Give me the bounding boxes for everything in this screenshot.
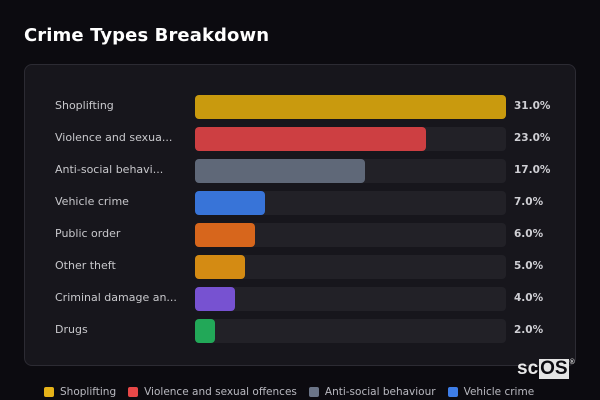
page-title: Crime Types Breakdown [24, 25, 270, 46]
scos-watermark-logo: sc OS ® [517, 359, 575, 379]
legend-item[interactable]: Violence and sexual offences [128, 386, 297, 398]
bar-track [195, 191, 506, 215]
bar-track [195, 95, 506, 119]
bar-label: Vehicle crime [55, 195, 129, 208]
bar-track [195, 159, 506, 183]
legend-label: Violence and sexual offences [144, 386, 297, 398]
registered-mark-icon: ® [569, 359, 575, 366]
bar-value: 4.0% [514, 292, 544, 304]
bar-track [195, 223, 506, 247]
legend-swatch-icon [308, 387, 319, 397]
legend-swatch-icon [128, 387, 139, 397]
legend-swatch-icon [447, 387, 458, 397]
bar-track [195, 287, 506, 311]
bar-value: 7.0% [514, 196, 544, 208]
legend-label: Anti-social behaviour [324, 386, 436, 398]
bar-row: Criminal damage an... 4.0% [25, 287, 575, 311]
chart-panel: Shoplifting 31.0% Violence and sexua... … [24, 64, 576, 366]
legend-item[interactable]: Shoplifting [44, 386, 116, 398]
bar-value: 23.0% [514, 132, 551, 144]
bar-track [195, 319, 506, 343]
logo-boxed: OS [539, 358, 569, 379]
bar-row: Drugs 2.0% [25, 319, 575, 343]
legend-item[interactable]: Vehicle crime [447, 386, 535, 398]
legend-label: Vehicle crime [463, 386, 535, 398]
bar-fill [195, 159, 366, 183]
bar-value: 31.0% [514, 100, 551, 112]
bar-row: Violence and sexua... 23.0% [25, 127, 575, 151]
legend-swatch-icon [44, 387, 54, 397]
logo-prefix: sc [517, 358, 539, 379]
bar-label: Violence and sexua... [55, 131, 173, 144]
bar-row: Vehicle crime 7.0% [25, 191, 575, 215]
bar-value: 2.0% [514, 324, 544, 336]
bar-label: Shoplifting [55, 99, 114, 112]
bar-row: Shoplifting 31.0% [25, 95, 575, 119]
bar-value: 5.0% [514, 260, 544, 272]
bar-fill [195, 287, 236, 311]
bar-row: Public order 6.0% [25, 223, 575, 247]
bar-fill [195, 319, 216, 343]
bar-label: Other theft [55, 259, 116, 272]
bar-fill [195, 95, 506, 119]
legend-item[interactable]: Anti-social behaviour [308, 386, 436, 398]
bar-fill [195, 191, 266, 215]
bar-row: Anti-social behavi... 17.0% [25, 159, 575, 183]
bar-label: Drugs [55, 323, 88, 336]
bar-track [195, 127, 506, 151]
bar-label: Anti-social behavi... [55, 163, 164, 176]
chart-legend: Shoplifting Violence and sexual offences… [44, 386, 534, 398]
bar-row: Other theft 5.0% [25, 255, 575, 279]
legend-label: Shoplifting [60, 386, 117, 398]
bar-fill [195, 223, 256, 247]
bar-label: Public order [55, 227, 121, 240]
bar-fill [195, 127, 426, 151]
bar-value: 17.0% [514, 164, 551, 176]
bar-label: Criminal damage an... [55, 291, 177, 304]
bar-fill [195, 255, 246, 279]
bar-track [195, 255, 506, 279]
bar-value: 6.0% [514, 228, 544, 240]
